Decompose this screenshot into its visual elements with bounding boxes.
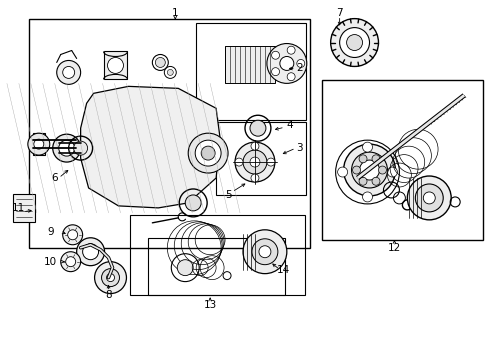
Circle shape — [243, 150, 266, 174]
Circle shape — [386, 167, 397, 177]
Circle shape — [407, 176, 450, 220]
Text: 11: 11 — [12, 203, 25, 213]
Circle shape — [346, 35, 362, 50]
Bar — [13, 194, 35, 222]
Text: 2: 2 — [296, 63, 303, 73]
Circle shape — [185, 195, 201, 211]
Text: 12: 12 — [387, 243, 400, 253]
Circle shape — [106, 274, 114, 282]
Circle shape — [359, 160, 379, 180]
Text: 9: 9 — [47, 227, 54, 237]
Circle shape — [62, 67, 75, 78]
Circle shape — [62, 225, 82, 245]
Circle shape — [82, 244, 99, 260]
Circle shape — [362, 142, 372, 152]
Circle shape — [249, 120, 265, 136]
Circle shape — [423, 192, 434, 204]
Circle shape — [296, 59, 304, 67]
Circle shape — [251, 239, 277, 265]
Circle shape — [34, 139, 44, 149]
Circle shape — [259, 246, 270, 258]
Circle shape — [279, 57, 293, 71]
Circle shape — [249, 157, 260, 167]
Circle shape — [286, 73, 295, 81]
Circle shape — [358, 177, 366, 185]
Circle shape — [250, 174, 259, 182]
Circle shape — [59, 140, 75, 156]
Circle shape — [378, 166, 386, 174]
Circle shape — [266, 158, 274, 166]
Circle shape — [28, 133, 50, 155]
Text: 5: 5 — [224, 190, 231, 200]
Circle shape — [266, 44, 306, 84]
Bar — [216, 122, 305, 195]
Circle shape — [107, 58, 123, 73]
Circle shape — [330, 19, 378, 67]
Circle shape — [177, 260, 193, 276]
Polygon shape — [81, 86, 220, 208]
Circle shape — [61, 252, 81, 272]
Circle shape — [57, 60, 81, 84]
Circle shape — [337, 167, 347, 177]
Bar — [29, 19, 309, 248]
Circle shape — [235, 142, 274, 182]
Text: 4: 4 — [286, 120, 292, 130]
Circle shape — [271, 68, 279, 76]
Text: 3: 3 — [296, 143, 303, 153]
Circle shape — [352, 166, 360, 174]
Circle shape — [271, 51, 279, 59]
Circle shape — [195, 140, 221, 166]
Text: 8: 8 — [105, 289, 112, 300]
Text: 1: 1 — [172, 8, 178, 18]
Circle shape — [250, 142, 259, 150]
Circle shape — [188, 133, 227, 173]
Text: 7: 7 — [336, 8, 342, 18]
Circle shape — [351, 152, 386, 188]
Text: 10: 10 — [44, 257, 57, 267]
Circle shape — [102, 269, 119, 287]
Bar — [130, 215, 304, 294]
Circle shape — [67, 230, 78, 240]
Bar — [321, 80, 482, 240]
Circle shape — [414, 184, 442, 212]
Text: 6: 6 — [51, 173, 58, 183]
Circle shape — [358, 155, 366, 163]
Circle shape — [286, 46, 295, 54]
Circle shape — [339, 28, 369, 58]
Circle shape — [371, 155, 379, 163]
Circle shape — [65, 257, 76, 267]
Circle shape — [77, 238, 104, 266]
Circle shape — [243, 230, 286, 274]
Bar — [103, 51, 127, 80]
Circle shape — [74, 141, 87, 155]
Circle shape — [94, 262, 126, 293]
Circle shape — [343, 144, 395, 196]
Bar — [148, 238, 285, 294]
Circle shape — [155, 58, 165, 67]
Text: 13: 13 — [203, 300, 216, 310]
Bar — [196, 23, 305, 120]
Bar — [224, 45, 274, 84]
Circle shape — [371, 177, 379, 185]
Circle shape — [167, 69, 173, 75]
Circle shape — [235, 158, 243, 166]
Circle shape — [201, 146, 215, 160]
Circle shape — [362, 192, 372, 202]
Circle shape — [53, 134, 81, 162]
Text: 14: 14 — [277, 265, 290, 275]
Bar — [33, 133, 45, 155]
